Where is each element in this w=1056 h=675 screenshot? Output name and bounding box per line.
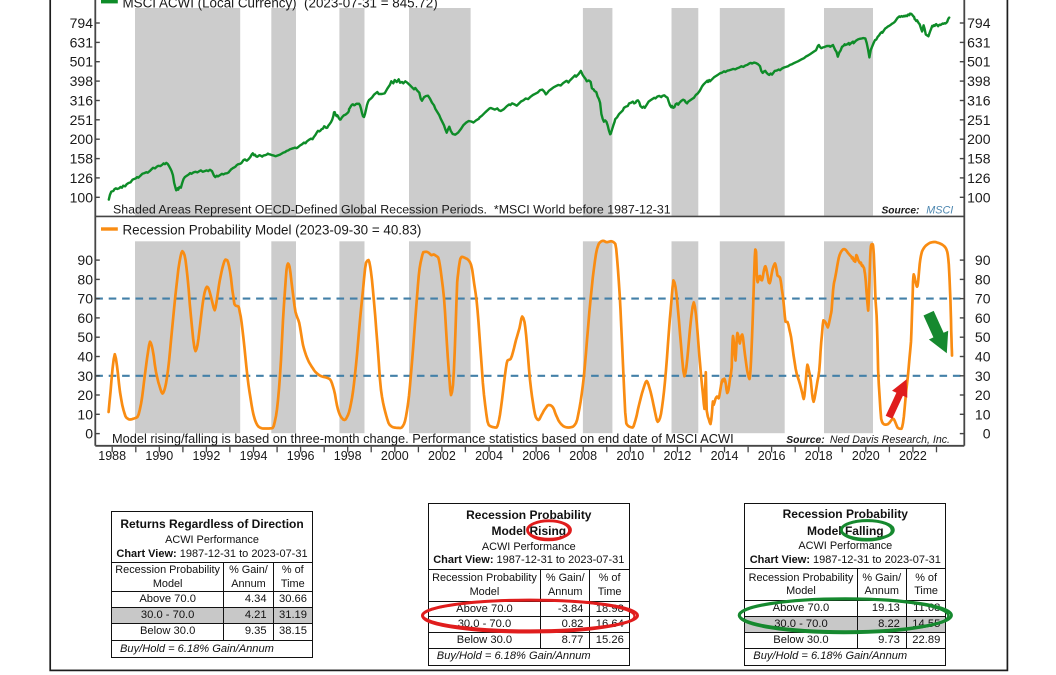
svg-text:398: 398: [70, 73, 94, 89]
svg-text:10: 10: [975, 406, 991, 422]
svg-text:20: 20: [975, 387, 991, 403]
svg-text:200: 200: [70, 131, 94, 147]
svg-text:70: 70: [975, 291, 991, 307]
svg-text:1992: 1992: [192, 449, 220, 463]
svg-text:0: 0: [85, 426, 93, 442]
svg-text:200: 200: [967, 131, 991, 147]
svg-text:2010: 2010: [616, 449, 644, 463]
svg-text:2008: 2008: [569, 449, 597, 463]
svg-text:2016: 2016: [758, 449, 786, 463]
svg-text:70: 70: [77, 291, 93, 307]
svg-text:794: 794: [70, 15, 94, 31]
svg-text:Source:: Source:: [786, 435, 824, 446]
svg-text:0: 0: [983, 426, 991, 442]
svg-text:2002: 2002: [428, 449, 456, 463]
svg-text:50: 50: [975, 329, 991, 345]
svg-text:30: 30: [975, 368, 991, 384]
svg-text:316: 316: [70, 93, 94, 109]
svg-text:20: 20: [77, 387, 93, 403]
svg-text:MSCI ACWI (Local Currency) (2: MSCI ACWI (Local Currency) (2023-07-31 =…: [123, 0, 438, 11]
svg-text:40: 40: [77, 349, 93, 365]
svg-text:2000: 2000: [381, 449, 409, 463]
svg-text:2012: 2012: [663, 449, 691, 463]
svg-text:251: 251: [70, 112, 94, 128]
svg-text:1990: 1990: [145, 449, 173, 463]
svg-text:501: 501: [70, 54, 94, 70]
svg-text:2006: 2006: [522, 449, 550, 463]
svg-text:2004: 2004: [475, 449, 503, 463]
svg-text:631: 631: [70, 34, 94, 50]
svg-text:1998: 1998: [334, 449, 362, 463]
svg-text:100: 100: [70, 189, 94, 205]
svg-text:60: 60: [975, 310, 991, 326]
svg-text:Recession Probability Model (2: Recession Probability Model (2023-09-30 …: [123, 223, 422, 238]
svg-text:126: 126: [70, 170, 94, 186]
svg-text:2014: 2014: [711, 449, 739, 463]
svg-text:90: 90: [77, 252, 93, 268]
svg-text:2020: 2020: [852, 449, 880, 463]
svg-text:1996: 1996: [287, 449, 315, 463]
svg-text:2018: 2018: [805, 449, 833, 463]
svg-text:398: 398: [967, 73, 991, 89]
svg-text:Ned Davis Research, Inc.: Ned Davis Research, Inc.: [830, 434, 950, 446]
svg-text:Model rising/falling is based: Model rising/falling is based on three-m…: [112, 431, 734, 446]
svg-text:30: 30: [77, 368, 93, 384]
svg-text:158: 158: [70, 151, 94, 167]
svg-text:80: 80: [77, 271, 93, 287]
svg-text:90: 90: [975, 252, 991, 268]
svg-text:100: 100: [967, 189, 991, 205]
svg-text:251: 251: [967, 112, 991, 128]
svg-text:2022: 2022: [899, 449, 927, 463]
svg-text:Shaded Areas Represent OECD-De: Shaded Areas Represent OECD-Defined Glob…: [113, 203, 671, 217]
svg-text:80: 80: [975, 271, 991, 287]
svg-text:60: 60: [77, 310, 93, 326]
svg-text:794: 794: [967, 15, 991, 31]
svg-text:50: 50: [77, 329, 93, 345]
svg-text:40: 40: [975, 349, 991, 365]
svg-text:158: 158: [967, 151, 991, 167]
svg-text:1994: 1994: [240, 449, 268, 463]
svg-text:126: 126: [967, 170, 991, 186]
svg-text:501: 501: [967, 54, 991, 70]
svg-text:10: 10: [77, 406, 93, 422]
svg-text:MSCI: MSCI: [926, 205, 953, 217]
svg-text:631: 631: [967, 34, 991, 50]
svg-text:1988: 1988: [98, 449, 126, 463]
svg-text:Source:: Source:: [882, 206, 920, 217]
svg-text:316: 316: [967, 93, 991, 109]
